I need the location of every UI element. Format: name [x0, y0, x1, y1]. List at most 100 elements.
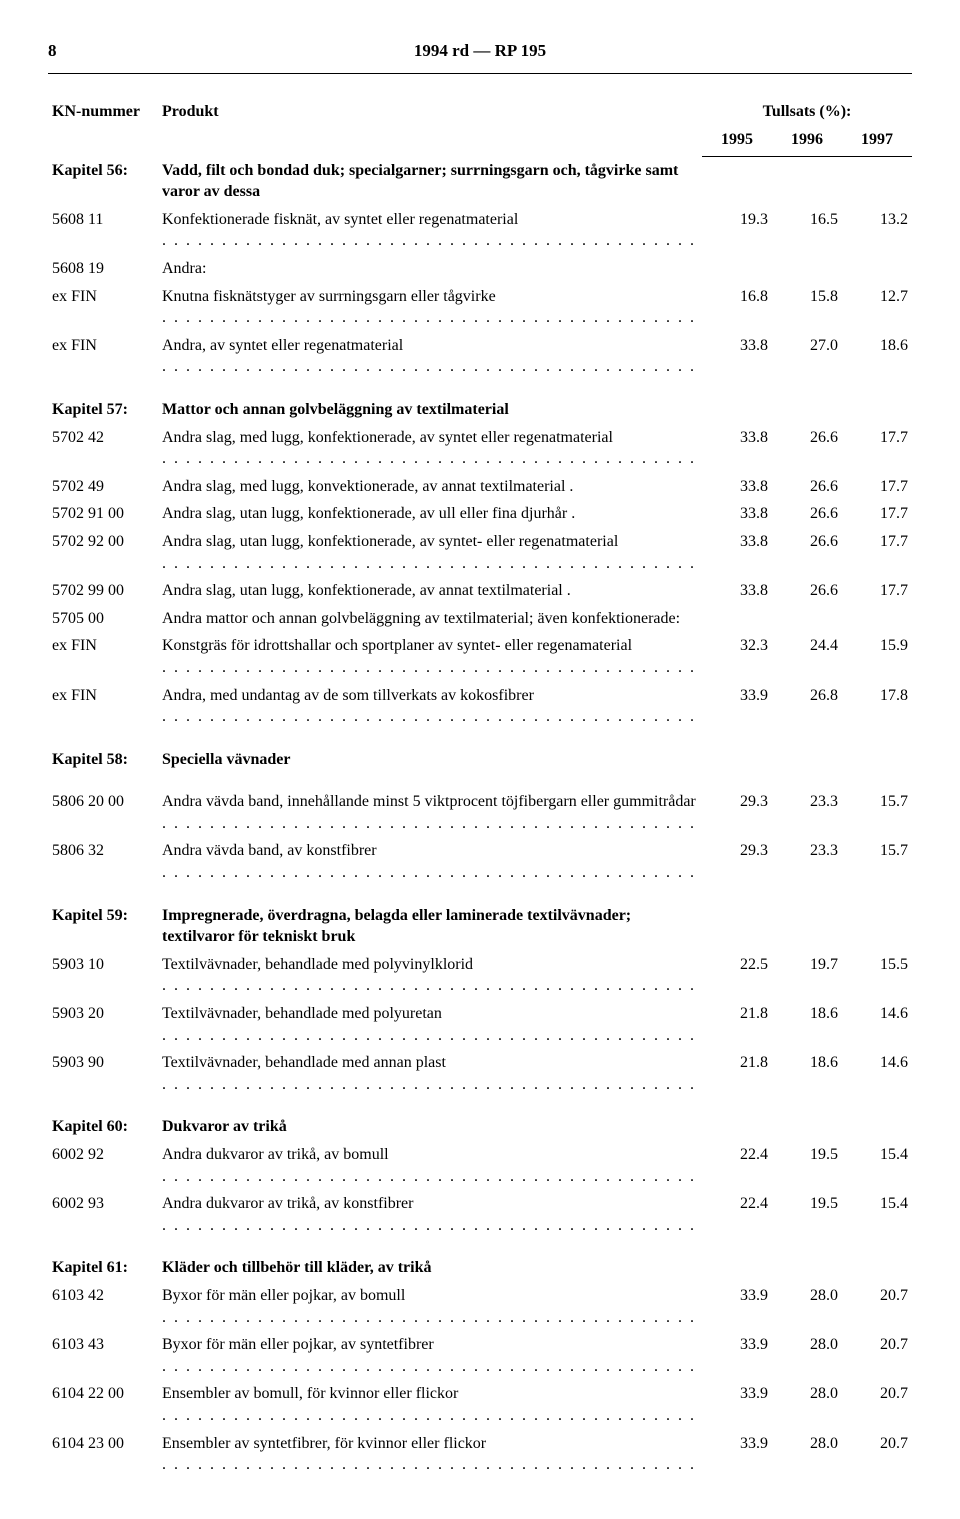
cell-kn: 5903 90: [48, 1049, 158, 1098]
table-row: 5806 32Andra vävda band, av konstfibrer2…: [48, 837, 912, 886]
cell-value: 33.8: [702, 528, 772, 577]
cell-value: 18.6: [842, 332, 912, 381]
cell-value: [702, 731, 772, 774]
cell-produkt: Ensembler av syntetfibrer, för kvinnor e…: [158, 1430, 702, 1479]
cell-value: 20.7: [842, 1380, 912, 1429]
cell-value: 26.6: [772, 528, 842, 577]
table-row: 5702 92 00Andra slag, utan lugg, konfekt…: [48, 528, 912, 577]
cell-value: [772, 887, 842, 951]
cell-value: 17.7: [842, 473, 912, 501]
table-row: 5702 91 00Andra slag, utan lugg, konfekt…: [48, 500, 912, 528]
cell-kn: 5702 49: [48, 473, 158, 501]
cell-kn: Kapitel 56:: [48, 157, 158, 206]
cell-kn: 5608 19: [48, 255, 158, 283]
table-row: 5608 19Andra:: [48, 255, 912, 283]
cell-value: [702, 1239, 772, 1282]
cell-value: 24.4: [772, 632, 842, 681]
table-row: 6103 43Byxor för män eller pojkar, av sy…: [48, 1331, 912, 1380]
table-row: 5903 10Textilvävnader, behandlade med po…: [48, 951, 912, 1000]
cell-produkt: Andra dukvaror av trikå, av bomull: [158, 1141, 702, 1190]
cell-value: [772, 605, 842, 633]
cell-value: 15.4: [842, 1141, 912, 1190]
cell-value: 15.7: [842, 837, 912, 886]
table-row: 5903 90Textilvävnader, behandlade med an…: [48, 1049, 912, 1098]
cell-value: [842, 381, 912, 424]
cell-kn: Kapitel 60:: [48, 1098, 158, 1141]
table-row: Kapitel 61:Kläder och tillbehör till klä…: [48, 1239, 912, 1282]
cell-produkt: Andra dukvaror av trikå, av konstfibrer: [158, 1190, 702, 1239]
cell-kn: 6103 42: [48, 1282, 158, 1331]
table-row: 5702 49Andra slag, med lugg, konvektione…: [48, 473, 912, 501]
cell-value: 15.5: [842, 951, 912, 1000]
table-row: 5702 99 00Andra slag, utan lugg, konfekt…: [48, 577, 912, 605]
page-number: 8: [48, 40, 57, 63]
table-row: 6002 92Andra dukvaror av trikå, av bomul…: [48, 1141, 912, 1190]
cell-produkt: Andra slag, utan lugg, konfektionerade, …: [158, 577, 702, 605]
cell-produkt: Dukvaror av trikå: [158, 1098, 702, 1141]
cell-value: 26.6: [772, 500, 842, 528]
cell-value: 26.6: [772, 424, 842, 473]
cell-value: 18.6: [772, 1000, 842, 1049]
table-row: 6002 93Andra dukvaror av trikå, av konst…: [48, 1190, 912, 1239]
table-row: ex FINKnutna fisknätstyger av surrningsg…: [48, 283, 912, 332]
cell-value: 33.9: [702, 1430, 772, 1479]
cell-value: 33.9: [702, 1380, 772, 1429]
cell-produkt: Textilvävnader, behandlade med polyureta…: [158, 1000, 702, 1049]
cell-produkt: Knutna fisknätstyger av surrningsgarn el…: [158, 283, 702, 332]
cell-value: 15.8: [772, 283, 842, 332]
cell-value: [842, 157, 912, 206]
cell-kn: 6104 22 00: [48, 1380, 158, 1429]
cell-value: [772, 731, 842, 774]
cell-kn: 5806 32: [48, 837, 158, 886]
cell-value: 21.8: [702, 1049, 772, 1098]
cell-value: 26.6: [772, 577, 842, 605]
cell-value: 33.8: [702, 473, 772, 501]
cell-value: 17.7: [842, 424, 912, 473]
cell-produkt: Konfektionerade fisknät, av syntet eller…: [158, 206, 702, 255]
table-row: 5806 20 00Andra vävda band, innehållande…: [48, 773, 912, 837]
cell-kn: ex FIN: [48, 682, 158, 731]
cell-produkt: Andra, med undantag av de som tillverkat…: [158, 682, 702, 731]
tariff-table: KN-nummer Produkt Tullsats (%): 1995 199…: [48, 98, 912, 1479]
cell-value: [702, 605, 772, 633]
table-row: 5903 20Textilvävnader, behandlade med po…: [48, 1000, 912, 1049]
cell-value: 23.3: [772, 773, 842, 837]
cell-value: 29.3: [702, 837, 772, 886]
cell-value: 19.5: [772, 1190, 842, 1239]
cell-kn: ex FIN: [48, 283, 158, 332]
table-row: ex FINAndra, med undantag av de som till…: [48, 682, 912, 731]
cell-produkt: Ensembler av bomull, för kvinnor eller f…: [158, 1380, 702, 1429]
cell-value: 27.0: [772, 332, 842, 381]
cell-value: 19.5: [772, 1141, 842, 1190]
cell-produkt: Andra mattor och annan golvbeläggning av…: [158, 605, 702, 633]
cell-value: 20.7: [842, 1282, 912, 1331]
cell-value: 28.0: [772, 1430, 842, 1479]
cell-produkt: Byxor för män eller pojkar, av bomull: [158, 1282, 702, 1331]
page-header: 8 1994 rd — RP 195 8: [48, 40, 912, 63]
cell-kn: ex FIN: [48, 332, 158, 381]
table-row: ex FINAndra, av syntet eller regenatmate…: [48, 332, 912, 381]
cell-produkt: Impregnerade, överdragna, belagda eller …: [158, 887, 702, 951]
cell-value: 33.8: [702, 577, 772, 605]
cell-produkt: Textilvävnader, behandlade med annan pla…: [158, 1049, 702, 1098]
table-row: 6103 42Byxor för män eller pojkar, av bo…: [48, 1282, 912, 1331]
cell-produkt: Byxor för män eller pojkar, av syntetfib…: [158, 1331, 702, 1380]
cell-kn: Kapitel 57:: [48, 381, 158, 424]
cell-produkt: Konstgräs för idrottshallar och sportpla…: [158, 632, 702, 681]
cell-value: 17.7: [842, 577, 912, 605]
cell-value: 28.0: [772, 1380, 842, 1429]
col-1997: 1997: [842, 126, 912, 157]
cell-value: 17.7: [842, 500, 912, 528]
cell-value: 15.4: [842, 1190, 912, 1239]
cell-value: [702, 1098, 772, 1141]
cell-produkt: Andra:: [158, 255, 702, 283]
cell-value: [842, 731, 912, 774]
table-row: Kapitel 58:Speciella vävnader: [48, 731, 912, 774]
cell-value: 16.8: [702, 283, 772, 332]
cell-value: 22.5: [702, 951, 772, 1000]
col-tullsats: Tullsats (%):: [702, 98, 912, 126]
cell-produkt: Andra, av syntet eller regenatmaterial: [158, 332, 702, 381]
table-row: 6104 23 00Ensembler av syntetfibrer, för…: [48, 1430, 912, 1479]
table-row: Kapitel 59:Impregnerade, överdragna, bel…: [48, 887, 912, 951]
table-row: Kapitel 60:Dukvaror av trikå: [48, 1098, 912, 1141]
